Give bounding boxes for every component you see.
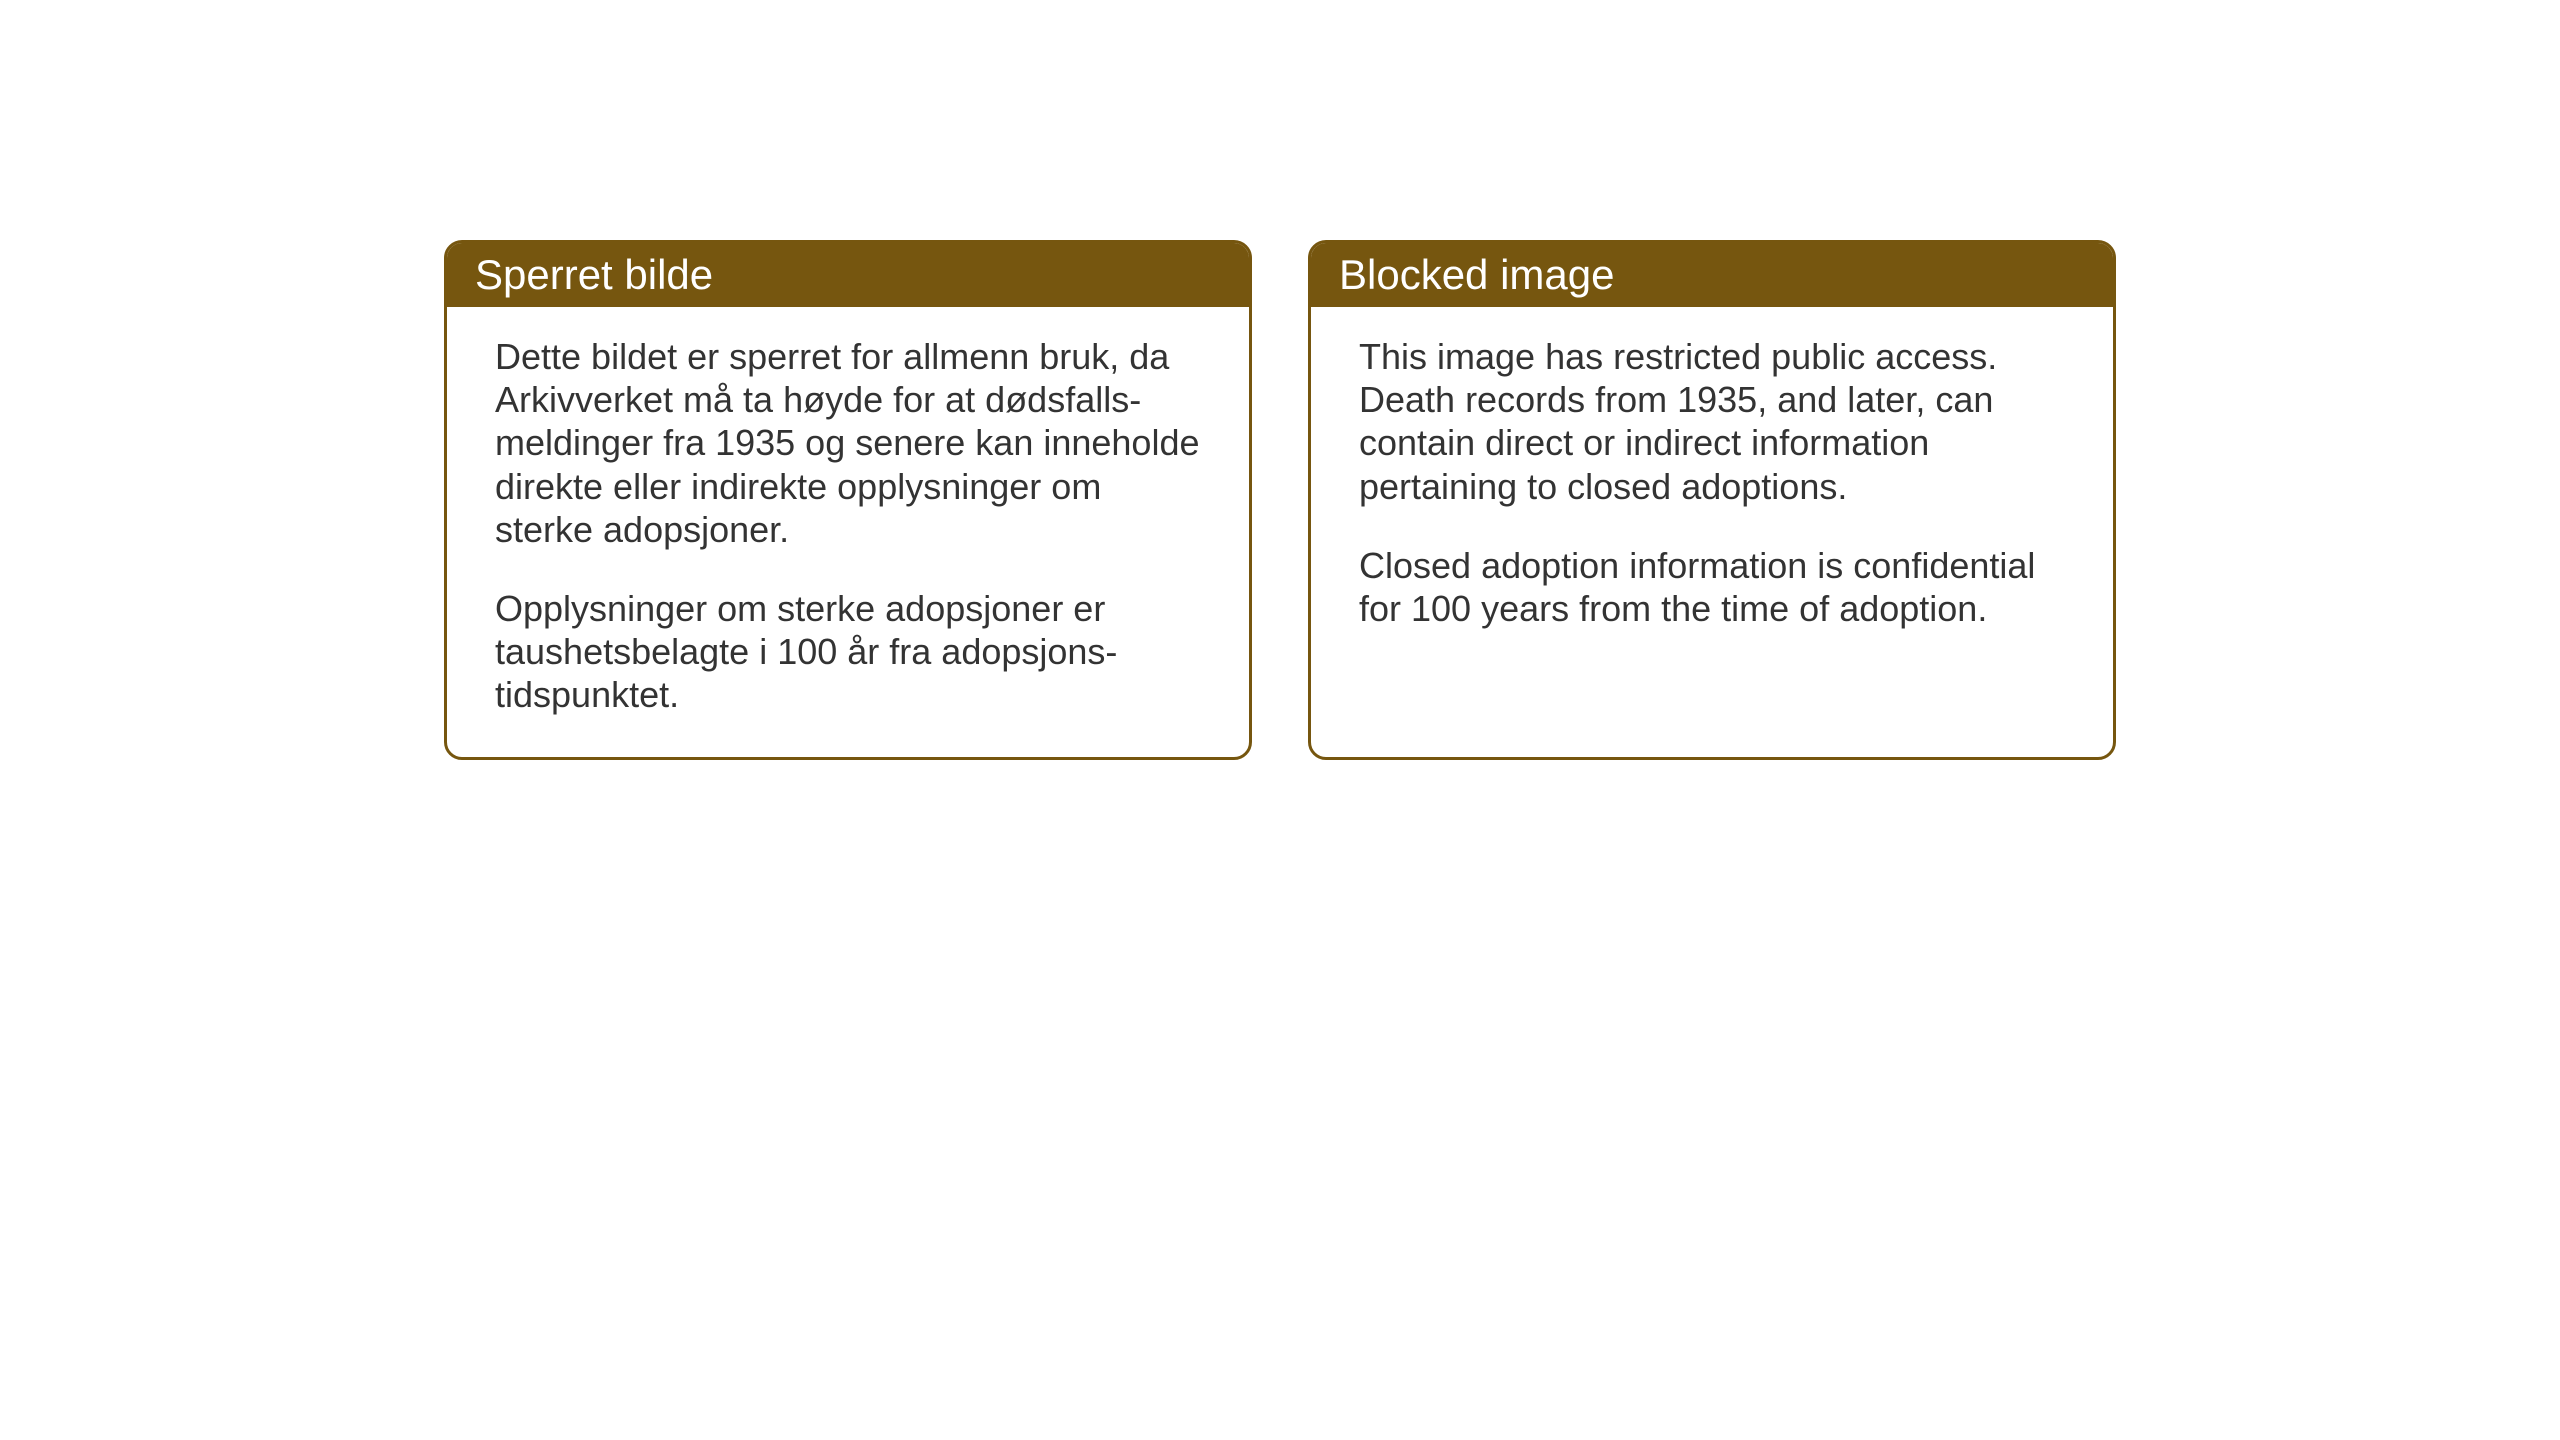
english-paragraph-1: This image has restricted public access.… <box>1359 335 2065 508</box>
english-notice-card: Blocked image This image has restricted … <box>1308 240 2116 760</box>
notice-container: Sperret bilde Dette bildet er sperret fo… <box>0 0 2560 760</box>
norwegian-notice-card: Sperret bilde Dette bildet er sperret fo… <box>444 240 1252 760</box>
norwegian-paragraph-2: Opplysninger om sterke adopsjoner er tau… <box>495 587 1201 717</box>
english-card-body: This image has restricted public access.… <box>1311 307 2113 747</box>
english-card-title: Blocked image <box>1311 243 2113 307</box>
norwegian-card-title: Sperret bilde <box>447 243 1249 307</box>
english-paragraph-2: Closed adoption information is confident… <box>1359 544 2065 630</box>
norwegian-paragraph-1: Dette bildet er sperret for allmenn bruk… <box>495 335 1201 551</box>
norwegian-card-body: Dette bildet er sperret for allmenn bruk… <box>447 307 1249 757</box>
